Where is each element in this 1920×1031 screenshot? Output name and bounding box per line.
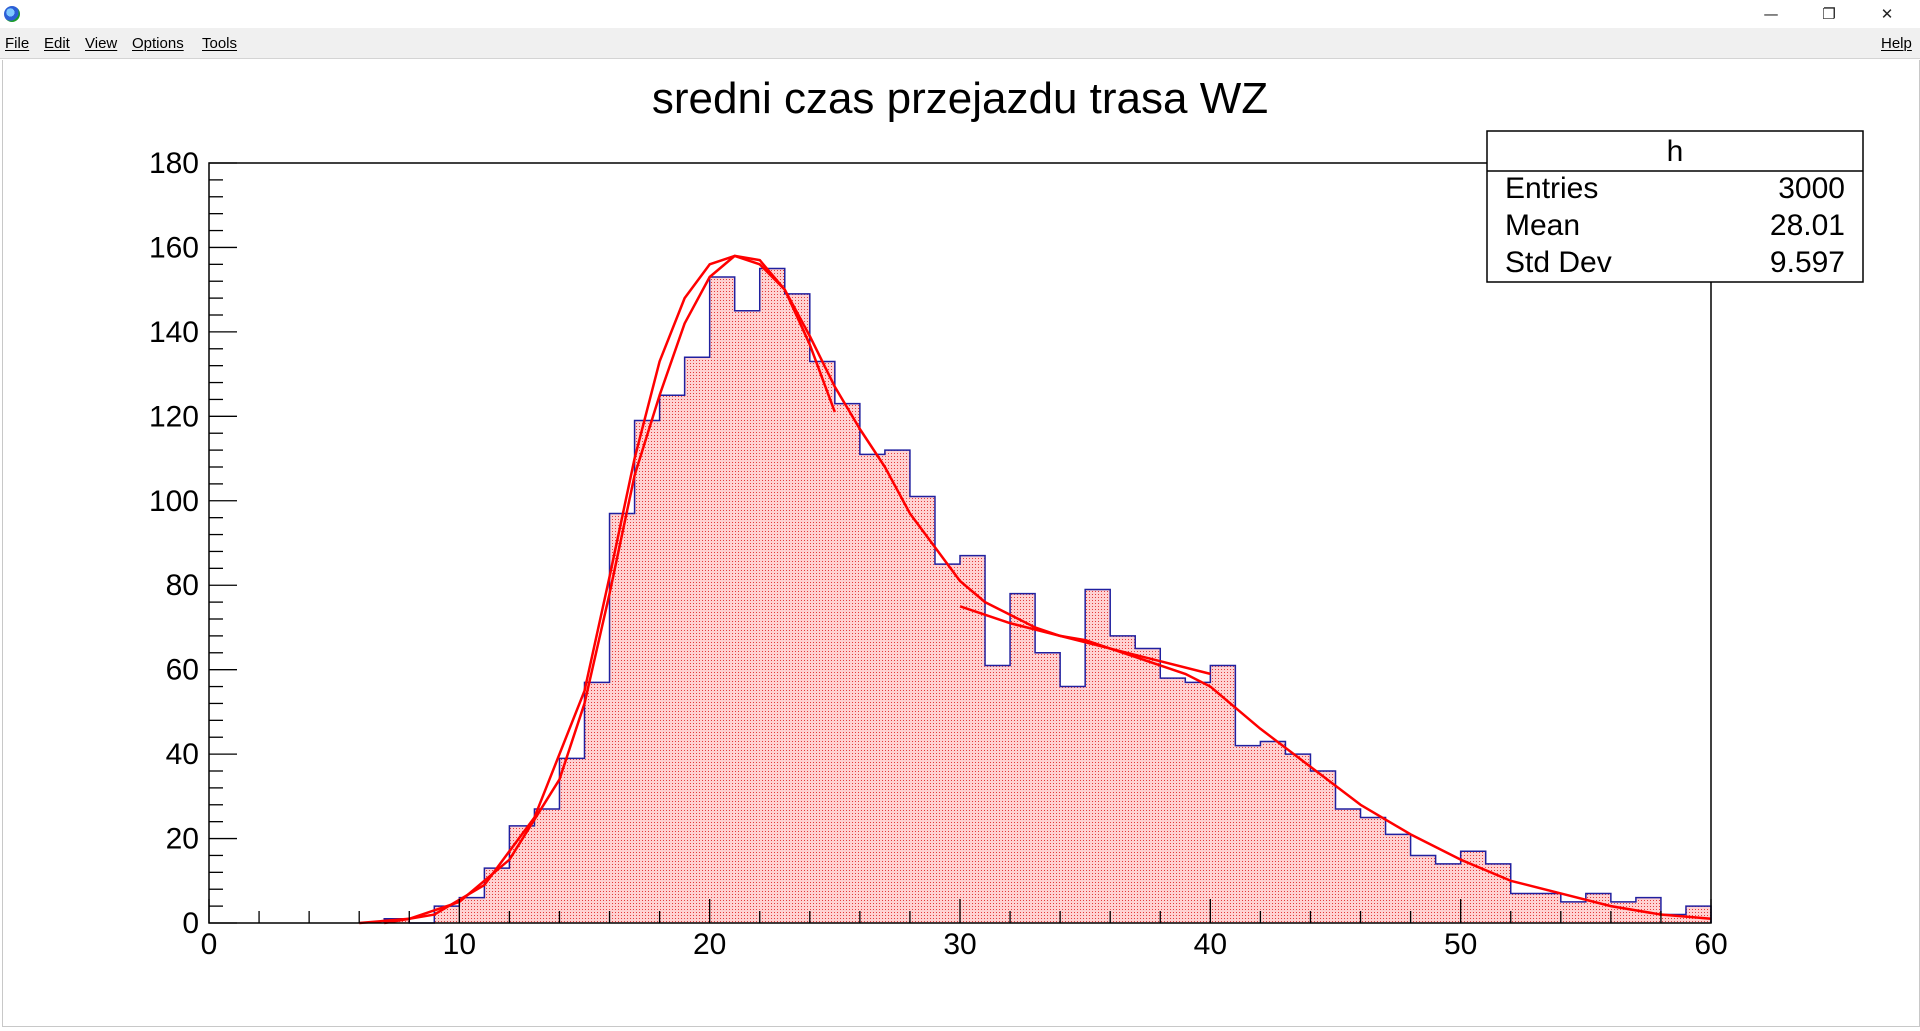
histogram-bar-38 [1335, 809, 1361, 923]
x-tick-label: 10 [443, 928, 476, 961]
stats-mean-label: Mean [1505, 209, 1580, 242]
histogram-bar-8 [584, 682, 610, 923]
histogram-bar-36 [1285, 754, 1311, 923]
histogram-bar-11 [659, 395, 685, 923]
histogram-bar-15 [759, 268, 785, 923]
histogram-bar-13 [709, 277, 735, 923]
histogram-bar-3 [459, 897, 485, 923]
histogram-bar-18 [834, 403, 860, 924]
y-tick-label: 20 [166, 823, 199, 856]
y-tick-label: 140 [149, 316, 199, 349]
histogram-bar-5 [509, 825, 535, 923]
histogram-bar-19 [859, 454, 885, 923]
menu-edit[interactable]: Edit [44, 35, 70, 52]
menu-file[interactable]: File [5, 35, 30, 52]
stats-entries-label: Entries [1505, 172, 1598, 205]
fit-curve-0 [359, 254, 1712, 925]
histogram-bar-12 [684, 357, 710, 923]
histogram-bar-16 [784, 293, 810, 923]
menu-tools[interactable]: Tools [202, 35, 238, 52]
histogram-bar-14 [734, 310, 760, 923]
histogram-bar-40 [1385, 834, 1411, 923]
histogram-bar-22 [934, 564, 960, 923]
histogram-bar-7 [559, 758, 585, 923]
stats-mean-value: 28.01 [1770, 209, 1845, 242]
histogram-bar-44 [1485, 863, 1511, 923]
histogram-bar-48 [1585, 893, 1611, 923]
y-tick-label: 0 [182, 907, 199, 940]
fit-curve-2 [959, 605, 1211, 676]
histogram-bar-27 [1060, 686, 1086, 923]
histogram-bar-42 [1435, 863, 1461, 923]
histogram-bar-24 [985, 665, 1011, 923]
histogram-bar-41 [1410, 855, 1436, 923]
x-tick-label: 20 [693, 928, 726, 961]
histogram-bar-28 [1085, 589, 1111, 923]
histogram-bar-37 [1310, 771, 1336, 923]
histogram-bar-20 [884, 450, 910, 923]
histogram-bar-21 [909, 496, 935, 923]
y-tick-label: 100 [149, 485, 199, 518]
restore-button[interactable]: ❐ [1822, 5, 1836, 23]
menu-help[interactable]: Help [1881, 35, 1912, 52]
x-tick-label: 60 [1694, 928, 1727, 961]
stats-box[interactable]: h Entries 3000 Mean 28.01 Std Dev 9.597 [1486, 130, 1864, 283]
histogram-bar-46 [1535, 893, 1561, 923]
histogram-bar-10 [634, 420, 660, 923]
histogram-bar-31 [1160, 678, 1186, 923]
histogram-outline [383, 267, 1712, 924]
window-title-bar: — ❐ ✕ [0, 0, 1920, 28]
histogram-bar-29 [1110, 635, 1136, 923]
histogram-bar-39 [1360, 817, 1386, 923]
histogram-bar-45 [1510, 893, 1536, 923]
histogram-bar-23 [960, 555, 986, 923]
x-tick-label: 40 [1194, 928, 1227, 961]
histogram-bar-47 [1560, 901, 1586, 923]
histogram-bar-34 [1235, 745, 1261, 923]
chart-title: sredni czas przejazdu trasa WZ [652, 74, 1268, 123]
menu-view[interactable]: View [85, 35, 118, 52]
histogram-bar-17 [809, 361, 835, 923]
menu-bar: File Edit View Options Tools Help [0, 28, 1920, 59]
histogram-bar-26 [1035, 652, 1061, 923]
histogram-bar-52 [1685, 906, 1711, 923]
stats-entries-value: 3000 [1778, 172, 1845, 205]
root-app-icon [4, 6, 20, 22]
y-tick-label: 60 [166, 654, 199, 687]
minimize-button[interactable]: — [1763, 5, 1779, 23]
x-tick-label: 0 [201, 928, 218, 961]
y-tick-label: 120 [149, 400, 199, 433]
histogram-chart: sredni czas przejazdu trasa WZ 0 20 40 60 80… [149, 74, 1864, 961]
menu-options[interactable]: Options [132, 35, 184, 52]
histogram-bar-25 [1010, 593, 1036, 923]
histogram-bar-43 [1460, 851, 1486, 923]
x-tick-label: 50 [1444, 928, 1477, 961]
histogram-bar-32 [1185, 682, 1211, 923]
y-tick-label: 40 [166, 738, 199, 771]
y-tick-label: 180 [149, 147, 199, 180]
histogram-bar-33 [1210, 665, 1236, 923]
stats-box-name: h [1667, 135, 1684, 168]
y-tick-label: 80 [166, 569, 199, 602]
stats-stddev-label: Std Dev [1505, 246, 1612, 279]
stats-stddev-value: 9.597 [1770, 246, 1845, 279]
fit-curve-1 [384, 254, 837, 925]
histogram-bar-49 [1610, 901, 1636, 923]
root-canvas[interactable]: sredni czas przejazdu trasa WZ 0 20 40 60 80… [2, 60, 1920, 1027]
histogram-bar-9 [609, 513, 635, 923]
histogram-bar-6 [534, 809, 560, 923]
y-tick-label: 160 [149, 231, 199, 264]
x-tick-label: 30 [943, 928, 976, 961]
close-button[interactable]: ✕ [1880, 5, 1894, 23]
histogram-bar-30 [1135, 648, 1161, 923]
histogram-bar-51 [1660, 914, 1686, 923]
histogram-bar-35 [1260, 741, 1286, 923]
